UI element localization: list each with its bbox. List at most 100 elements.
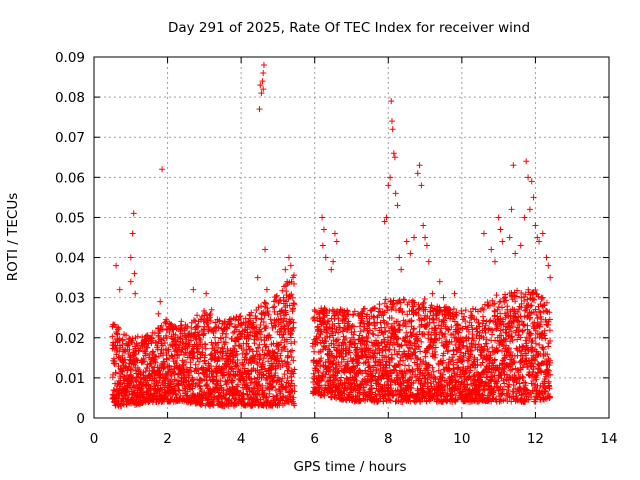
data-point: [432, 374, 439, 381]
data-point: [386, 396, 393, 403]
data-point: [216, 318, 223, 325]
data-point: [113, 262, 120, 269]
data-point: [470, 337, 477, 344]
data-point: [522, 307, 529, 314]
data-point: [235, 335, 242, 342]
data-point: [470, 373, 477, 380]
data-point: [409, 374, 416, 381]
data-point: [534, 351, 541, 358]
data-point: [281, 315, 288, 322]
data-point: [356, 367, 363, 374]
data-point: [344, 385, 351, 392]
data-point: [352, 347, 359, 354]
data-point: [468, 322, 475, 329]
data-point: [206, 314, 213, 321]
data-point: [133, 356, 140, 363]
data-point: [261, 390, 268, 397]
data-point: [386, 359, 393, 366]
data-point: [531, 319, 538, 326]
data-point: [169, 326, 176, 333]
data-point: [486, 318, 493, 325]
data-point: [407, 384, 414, 391]
data-point: [257, 353, 264, 360]
data-point: [508, 333, 515, 340]
data-point: [127, 366, 134, 373]
y-axis-label: ROTI / TECUs: [5, 193, 21, 281]
data-point: [223, 330, 230, 337]
data-point: [208, 306, 215, 313]
data-point: [480, 230, 487, 237]
data-point: [278, 347, 285, 354]
data-point: [520, 361, 527, 368]
data-point: [489, 327, 496, 334]
data-point: [204, 381, 211, 388]
data-point: [535, 293, 542, 300]
data-point: [197, 336, 204, 343]
data-point: [126, 346, 133, 353]
data-point: [436, 335, 443, 342]
data-point: [417, 398, 424, 405]
data-point: [166, 328, 173, 335]
data-point: [335, 368, 342, 375]
data-point: [510, 162, 517, 169]
data-point: [400, 357, 407, 364]
data-point: [157, 298, 164, 305]
data-point: [524, 296, 531, 303]
data-point: [439, 383, 446, 390]
data-point: [129, 230, 136, 237]
data-point: [388, 306, 395, 313]
data-point: [498, 332, 505, 339]
data-point: [351, 328, 358, 335]
data-point: [509, 366, 516, 373]
data-point: [502, 329, 509, 336]
data-point: [283, 384, 290, 391]
data-point: [469, 312, 476, 319]
data-point: [540, 346, 547, 353]
data-point: [136, 382, 143, 389]
data-point: [235, 336, 242, 343]
data-point: [277, 339, 284, 346]
data-point: [534, 315, 541, 322]
data-point: [188, 324, 195, 331]
data-point: [241, 365, 248, 372]
data-point: [465, 357, 472, 364]
data-point: [448, 324, 455, 331]
data-point: [527, 314, 534, 321]
data-point: [482, 322, 489, 329]
data-point: [113, 330, 120, 337]
data-point: [258, 328, 265, 335]
data-point: [350, 331, 357, 338]
data-point: [228, 320, 235, 327]
data-point: [317, 357, 324, 364]
data-point: [418, 182, 425, 189]
data-point: [396, 254, 403, 261]
data-point: [442, 331, 449, 338]
data-point: [362, 397, 369, 404]
data-point: [290, 319, 297, 326]
data-point: [505, 384, 512, 391]
data-point: [141, 358, 148, 365]
data-point: [511, 359, 518, 366]
data-point: [152, 359, 159, 366]
data-point: [417, 356, 424, 363]
data-point: [458, 310, 465, 317]
data-point: [155, 310, 162, 317]
data-point: [285, 364, 292, 371]
data-point: [512, 250, 519, 257]
data-point: [458, 307, 465, 314]
data-point: [224, 325, 231, 332]
data-point: [366, 353, 373, 360]
data-point: [546, 309, 553, 316]
data-point: [256, 106, 263, 113]
data-point: [212, 327, 219, 334]
data-point: [440, 357, 447, 364]
data-point: [199, 343, 206, 350]
data-point: [475, 319, 482, 326]
data-point: [479, 378, 486, 385]
data-point: [358, 309, 365, 316]
data-point: [357, 328, 364, 335]
data-point: [187, 364, 194, 371]
data-point: [279, 375, 286, 382]
x-axis-label: GPS time / hours: [293, 459, 406, 475]
data-point: [499, 238, 506, 245]
